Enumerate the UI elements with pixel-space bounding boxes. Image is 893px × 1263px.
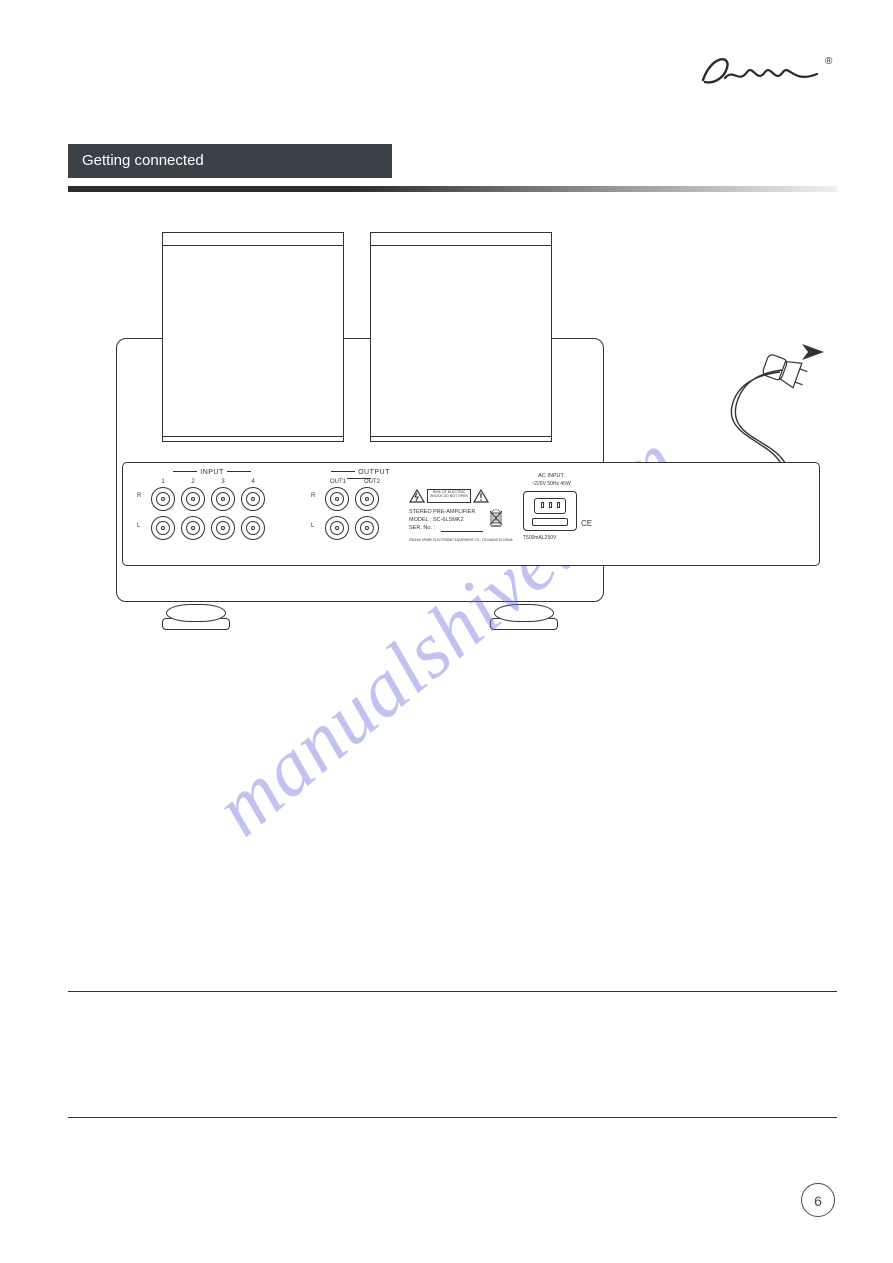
manufacturer-footer: ZHUHAI SPARK ELECTRONIC EQUIPMENT CO., L… [409, 539, 729, 543]
rca-out2-l [355, 516, 379, 540]
horizontal-rule-1 [68, 991, 837, 992]
ac-label-2: ~220V 50Hz 45W [517, 481, 585, 487]
warning-triangle-excl-icon [473, 489, 489, 503]
fuse-label: T500mAL250V [523, 535, 556, 541]
rca-input-1l [151, 516, 175, 540]
model-line-2: MODEL : SC-6LSMK2 [409, 517, 464, 524]
output-rca-grid [325, 487, 379, 540]
rear-panel-diagram: INPUT 1 2 3 4 R L OUTPUT OUT1 OUT2 R L [116, 232, 826, 652]
rca-input-4l [241, 516, 265, 540]
transformer-left [162, 232, 344, 442]
horizontal-rule-2 [68, 1117, 837, 1118]
input-col-3: 3 [211, 479, 235, 485]
chassis-foot-left [162, 604, 230, 630]
serial-underline [441, 531, 483, 532]
input-group-label: INPUT [145, 469, 279, 476]
output-row-l: L [311, 523, 314, 529]
warning-caption-box: RISK OF ELECTRIC SHOCK DO NOT OPEN [427, 489, 471, 503]
rear-panel-plate: INPUT 1 2 3 4 R L OUTPUT OUT1 OUT2 R L [122, 462, 820, 566]
iec-inlet [523, 491, 577, 531]
section-underline [68, 186, 837, 192]
input-col-2: 2 [181, 479, 205, 485]
chassis-foot-right [490, 604, 558, 630]
model-line-1: STEREO PRE-AMPLIFIER [409, 509, 475, 516]
rca-out1-r [325, 487, 349, 511]
rca-input-1r [151, 487, 175, 511]
section-title-bar: Getting connected [68, 144, 392, 178]
input-col-1: 1 [151, 479, 175, 485]
output-col-2: OUT2 [357, 479, 387, 485]
rca-input-3l [211, 516, 235, 540]
rca-out1-l [325, 516, 349, 540]
rca-input-4r [241, 487, 265, 511]
page-number: 6 [814, 1193, 822, 1209]
input-rca-grid [151, 487, 265, 540]
registered-mark: ® [825, 56, 833, 67]
ac-label-1: AC INPUT [521, 473, 581, 480]
warning-triangle-bolt-icon [409, 489, 425, 503]
weee-icon [489, 509, 503, 527]
insert-arrow-icon [802, 344, 824, 360]
input-row-r: R [137, 493, 141, 499]
rca-out2-r [355, 487, 379, 511]
rca-input-2l [181, 516, 205, 540]
page-number-badge: 6 [801, 1183, 835, 1217]
brand-logo: ® [697, 50, 837, 94]
input-row-l: L [137, 523, 140, 529]
warning-caption: RISK OF ELECTRIC SHOCK DO NOT OPEN [430, 491, 468, 499]
transformer-right [370, 232, 552, 442]
section-title: Getting connected [82, 152, 204, 169]
serial-label: SER. No. : [409, 525, 435, 532]
output-col-1: OUT1 [323, 479, 353, 485]
rca-input-3r [211, 487, 235, 511]
rca-input-2r [181, 487, 205, 511]
input-col-4: 4 [241, 479, 265, 485]
output-row-r: R [311, 493, 315, 499]
ce-mark: CE [581, 519, 592, 528]
